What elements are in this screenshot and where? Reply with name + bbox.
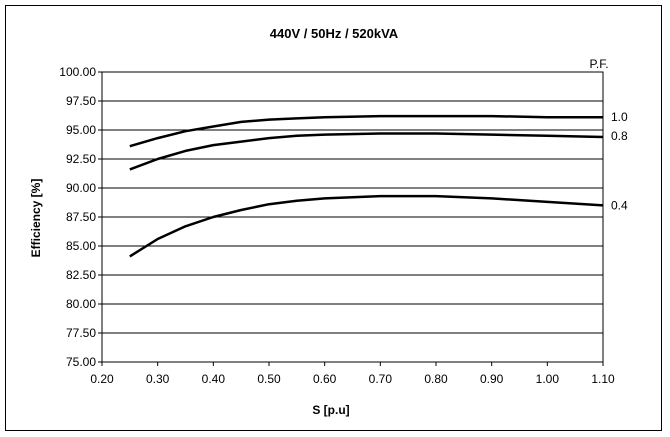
y-tick-label: 92.50 bbox=[66, 152, 96, 166]
legend-title: P.F. bbox=[589, 57, 608, 71]
chart-frame: 440V / 50Hz / 520kVA S [p.u] Efficiency … bbox=[5, 5, 662, 431]
series-label-layer: 1.0 0.8 0.4 bbox=[611, 110, 628, 212]
y-tick-label: 100.00 bbox=[59, 65, 96, 79]
x-tick-label: 1.00 bbox=[536, 372, 560, 386]
x-tick-label: 0.40 bbox=[202, 372, 226, 386]
series-line-pf-0-8 bbox=[129, 132, 604, 171]
series-label-pf-1-0: 1.0 bbox=[611, 110, 628, 124]
chart-title: 440V / 50Hz / 520kVA bbox=[270, 26, 399, 41]
tick-layer: 75.00 77.50 80.00 82.50 85.00 87.50 90.00 92.50… bbox=[59, 65, 615, 386]
x-axis-title: S [p.u] bbox=[312, 403, 349, 417]
y-tick-label: 82.50 bbox=[66, 268, 96, 282]
x-tick-label: 0.90 bbox=[480, 372, 504, 386]
x-tick-label: 0.80 bbox=[424, 372, 448, 386]
x-tick-label: 0.50 bbox=[257, 372, 281, 386]
y-tick-label: 97.50 bbox=[66, 94, 96, 108]
series-line-pf-1-0 bbox=[129, 114, 603, 148]
y-tick-label: 87.50 bbox=[66, 210, 96, 224]
series-label-pf-0-8: 0.8 bbox=[611, 129, 628, 143]
grid-layer bbox=[102, 100, 603, 334]
x-tick-label: 0.30 bbox=[146, 372, 170, 386]
x-tick-label: 1.10 bbox=[591, 372, 615, 386]
series-label-pf-0-4: 0.4 bbox=[611, 198, 628, 212]
x-tick-label: 0.70 bbox=[369, 372, 393, 386]
y-tick-label: 95.00 bbox=[66, 123, 96, 137]
x-tick-label: 0.60 bbox=[313, 372, 337, 386]
x-tick-label: 0.20 bbox=[90, 372, 114, 386]
efficiency-chart: 440V / 50Hz / 520kVA S [p.u] Efficiency … bbox=[29, 26, 628, 417]
y-tick-label: 77.50 bbox=[66, 326, 96, 340]
y-axis-title: Efficiency [%] bbox=[29, 179, 43, 258]
y-tick-label: 80.00 bbox=[66, 297, 96, 311]
series-line-pf-0-4 bbox=[129, 194, 604, 258]
y-tick-label: 85.00 bbox=[66, 239, 96, 253]
y-tick-label: 75.00 bbox=[66, 355, 96, 369]
y-tick-label: 90.00 bbox=[66, 181, 96, 195]
series-layer bbox=[129, 114, 604, 258]
